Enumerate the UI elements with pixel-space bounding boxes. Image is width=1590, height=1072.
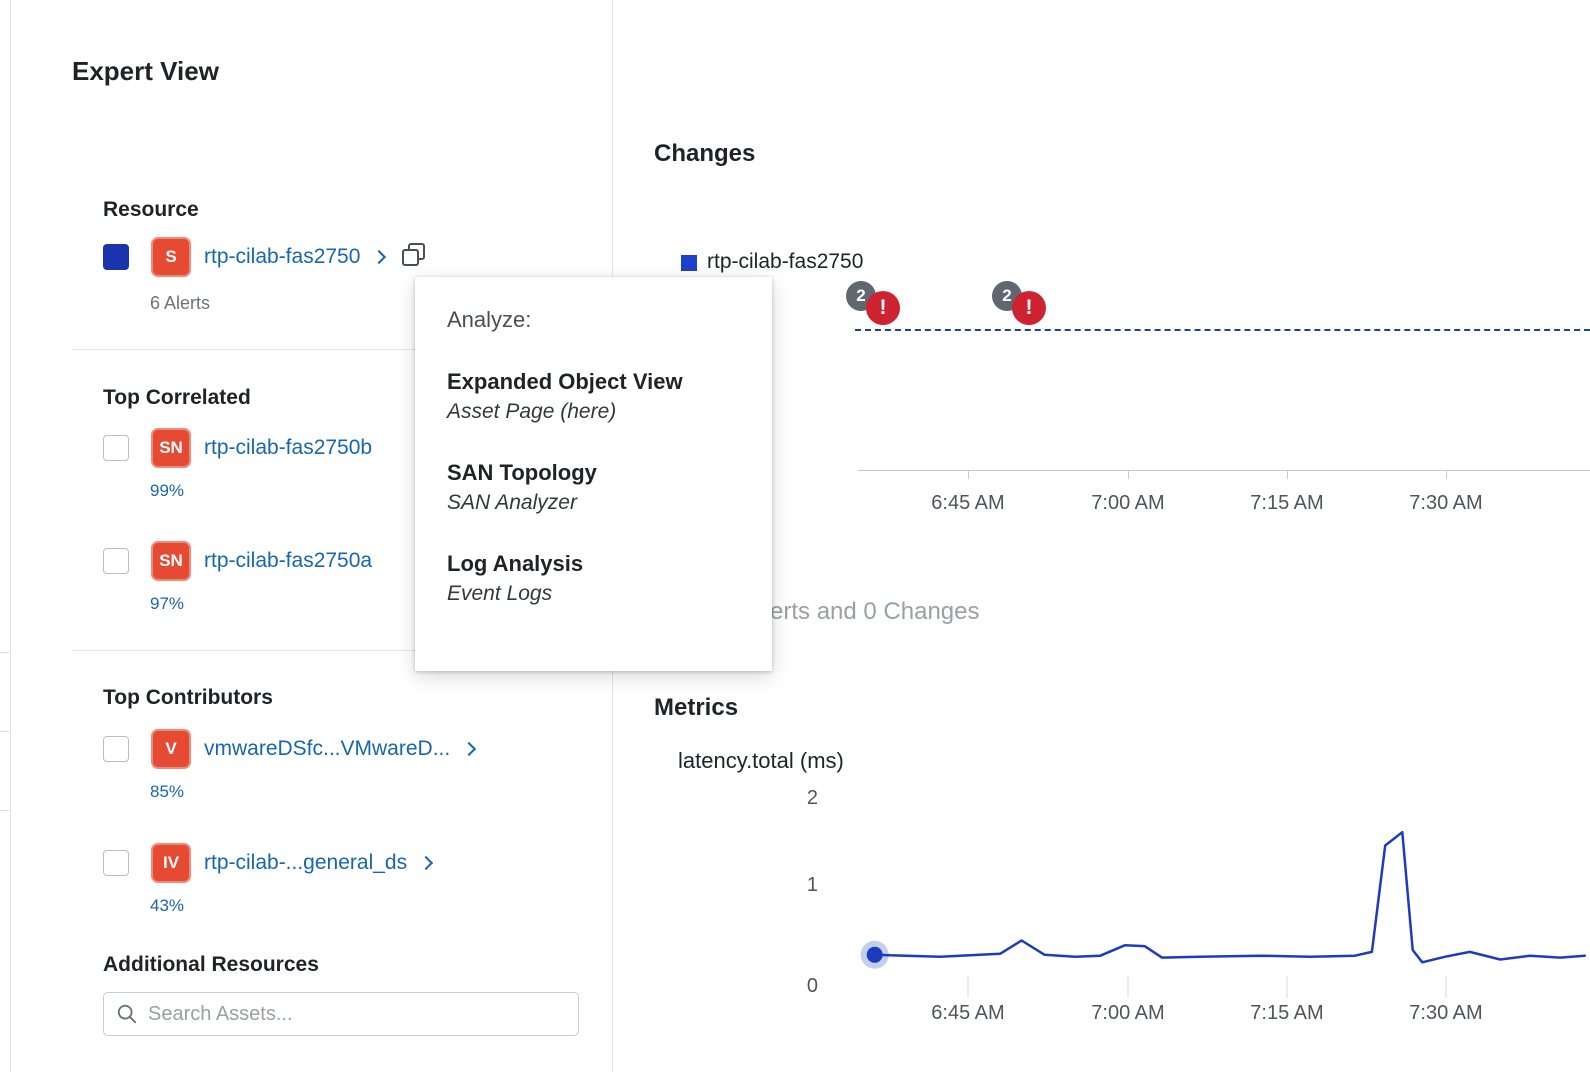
page-edge-tick (0, 652, 9, 653)
menu-item-label[interactable]: Log Analysis (447, 551, 584, 576)
menu-item-label[interactable]: SAN Topology (447, 460, 597, 485)
x-tick-label: 7:30 AM (1409, 492, 1483, 514)
page-edge-tick (0, 810, 9, 811)
x-tick-label: 7:30 AM (1409, 1002, 1483, 1024)
x-tick-label: 7:15 AM (1250, 1002, 1324, 1024)
y-tick-label: 0 (806, 975, 818, 997)
x-tick-label: 6:45 AM (931, 492, 1005, 514)
asset-search-box[interactable] (103, 992, 579, 1036)
vm-icon: V (151, 729, 191, 769)
metric-series-label: latency.total (ms) (678, 748, 844, 773)
storage-node-icon: SN (151, 428, 191, 468)
y-tick-label: 2 (806, 787, 818, 809)
storage-icon: S (151, 237, 191, 277)
contribution-percent: 85% (150, 782, 185, 801)
resource-row: S rtp-cilab-fas2750 (103, 237, 428, 277)
menu-item-expanded-object-view[interactable]: Expanded Object View Asset Page (here) (447, 369, 740, 424)
x-tick-label: 7:00 AM (1091, 1002, 1165, 1024)
alert-icon[interactable]: ! (1012, 291, 1046, 325)
contributor-row: IV rtp-cilab-...general_ds (103, 843, 434, 883)
legend-swatch (681, 255, 697, 271)
changes-x-axis (858, 470, 1590, 471)
latency-line-chart[interactable] (840, 780, 1590, 1015)
section-divider (72, 349, 595, 350)
correlated-checkbox[interactable] (103, 435, 129, 461)
x-tick-label: 6:45 AM (931, 1002, 1005, 1024)
top-correlated-header: Top Correlated (103, 386, 251, 409)
chevron-right-icon[interactable] (462, 741, 477, 757)
alert-badge-group[interactable]: 2 ! (846, 281, 902, 327)
menu-item-label[interactable]: Expanded Object View (447, 369, 683, 394)
correlation-percent: 99% (150, 481, 185, 500)
page-title: Expert View (72, 56, 219, 86)
copy-icon[interactable] (400, 241, 428, 274)
contributor-row: V vmwareDSfc...VMwareD... (103, 729, 477, 769)
chevron-right-icon[interactable] (419, 855, 434, 871)
contributor-link[interactable]: rtp-cilab-...general_ds (204, 851, 408, 874)
resource-section-header: Resource (103, 198, 199, 221)
axis-tick (968, 470, 969, 479)
axis-tick (1287, 470, 1288, 479)
internal-volume-icon: IV (151, 843, 191, 883)
x-tick-label: 7:00 AM (1091, 492, 1165, 514)
section-divider (72, 650, 595, 651)
legend-label: rtp-cilab-fas2750 (707, 250, 864, 273)
axis-tick (1128, 470, 1129, 479)
top-contributors-header: Top Contributors (103, 686, 273, 709)
contributor-checkbox[interactable] (103, 850, 129, 876)
contribution-percent: 43% (150, 896, 185, 915)
storage-node-icon: SN (151, 541, 191, 581)
x-tick-label: 7:15 AM (1250, 492, 1324, 514)
correlated-link[interactable]: rtp-cilab-fas2750b (204, 436, 373, 459)
menu-item-sublabel: Asset Page (here) (447, 400, 617, 423)
search-icon (116, 1003, 138, 1025)
menu-item-sublabel: Event Logs (447, 582, 553, 605)
search-input[interactable] (148, 1002, 566, 1026)
correlated-link[interactable]: rtp-cilab-fas2750a (204, 549, 373, 572)
chevron-right-icon[interactable] (372, 249, 387, 265)
axis-tick (1446, 470, 1447, 479)
alert-badge-group[interactable]: 2 ! (992, 281, 1048, 327)
additional-resources-header: Additional Resources (103, 953, 319, 976)
contributor-checkbox[interactable] (103, 736, 129, 762)
page-edge-tick (0, 731, 9, 732)
contributor-link[interactable]: vmwareDSfc...VMwareD... (204, 737, 451, 760)
analyze-menu: Analyze: Expanded Object View Asset Page… (415, 277, 772, 671)
resource-checkbox[interactable] (103, 244, 129, 270)
menu-item-log-analysis[interactable]: Log Analysis Event Logs (447, 551, 740, 606)
correlated-row: SN rtp-cilab-fas2750b (103, 428, 372, 468)
correlation-percent: 97% (150, 594, 185, 613)
changes-timeline (855, 329, 1590, 331)
resource-link[interactable]: rtp-cilab-fas2750 (204, 245, 361, 268)
metrics-title: Metrics (654, 694, 739, 721)
correlated-checkbox[interactable] (103, 548, 129, 574)
changes-title: Changes (654, 140, 756, 167)
correlated-row: SN rtp-cilab-fas2750a (103, 541, 372, 581)
page-left-divider (10, 0, 11, 1072)
y-tick-label: 1 (806, 874, 818, 896)
resource-alert-count: 6 Alerts (150, 293, 211, 313)
menu-item-san-topology[interactable]: SAN Topology SAN Analyzer (447, 460, 740, 515)
menu-item-sublabel: SAN Analyzer (447, 491, 577, 514)
alert-icon[interactable]: ! (866, 291, 900, 325)
analyze-menu-title: Analyze: (447, 307, 532, 332)
